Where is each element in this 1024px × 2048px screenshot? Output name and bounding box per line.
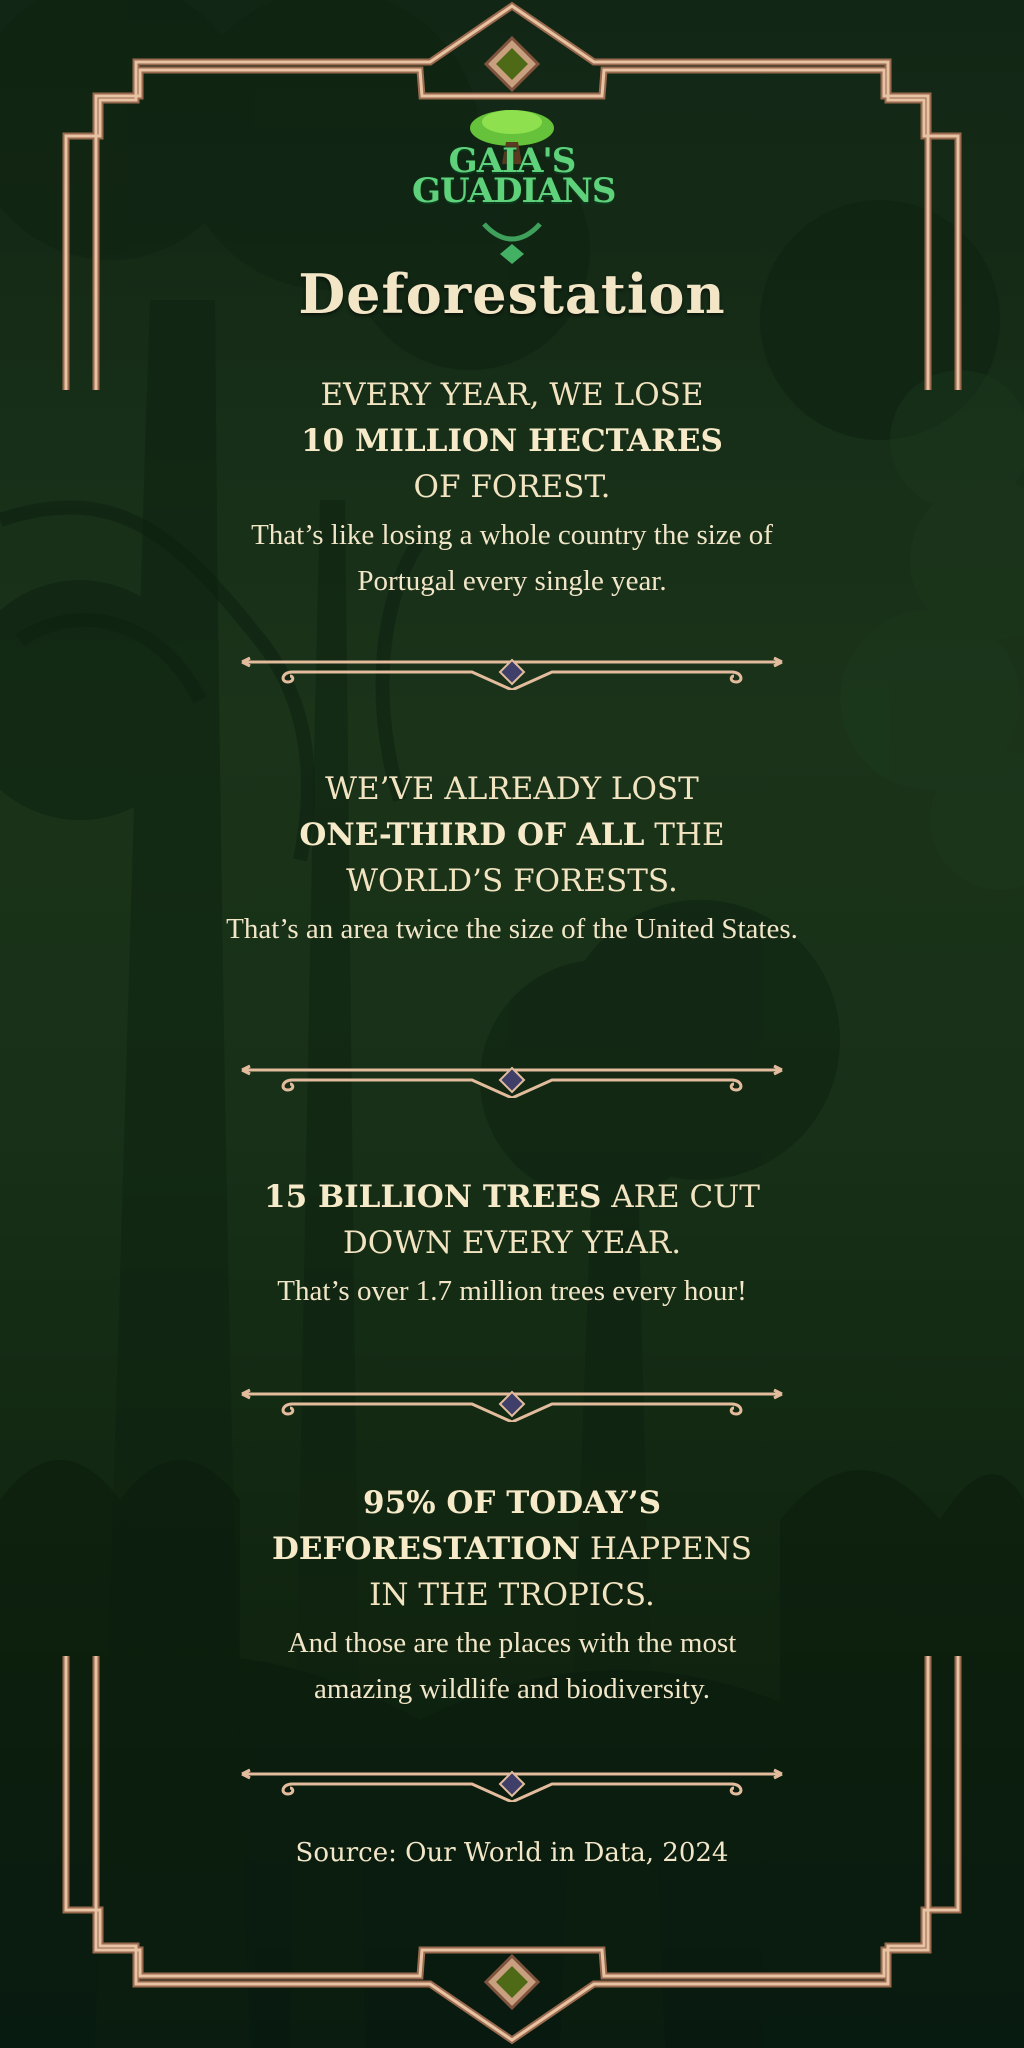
fact-headline-bold: 95% OF TODAY’S DEFORESTATION (272, 1485, 661, 1567)
ornamental-divider (241, 1768, 783, 1802)
fact-block-1: EVERY YEAR, WE LOSE 10 MILLION HECTARES … (212, 372, 812, 604)
tree-icon (470, 110, 554, 264)
fact-headline: 15 BILLION TREES ARE CUT DOWN EVERY YEAR… (212, 1174, 812, 1266)
fact-detail: That’s an area twice the size of the Uni… (226, 913, 798, 945)
fact-headline-bold: 10 MILLION HECTARES (301, 423, 723, 459)
fact-headline-bold: ONE-THIRD OF ALL (299, 817, 645, 853)
fact-detail: And those are the places with the most a… (287, 1627, 737, 1705)
fact-detail: That’s over 1.7 million trees every hour… (277, 1275, 747, 1307)
logo-line-1: GAIA'S (448, 141, 577, 181)
fact-block-4: 95% OF TODAY’S DEFORESTATION HAPPENS IN … (212, 1480, 812, 1712)
source-citation: Source: Our World in Data, 2024 (295, 1838, 729, 1868)
top-jewel-icon (483, 35, 541, 93)
fact-detail: That’s like losing a whole country the s… (251, 519, 773, 597)
ornamental-divider (241, 656, 783, 690)
fact-headline: WE’VE ALREADY LOST ONE-THIRD OF ALL THE … (212, 766, 812, 904)
fact-headline-pre: WE’VE ALREADY LOST (325, 771, 699, 807)
fact-headline: EVERY YEAR, WE LOSE 10 MILLION HECTARES … (212, 372, 812, 510)
ornamental-divider (241, 1388, 783, 1422)
fact-block-2: WE’VE ALREADY LOST ONE-THIRD OF ALL THE … (212, 766, 812, 952)
fact-headline-bold: 15 BILLION TREES (264, 1179, 602, 1215)
fact-headline-post: OF FOREST. (413, 469, 611, 505)
page-title: Deforestation (298, 262, 726, 326)
fact-headline: 95% OF TODAY’S DEFORESTATION HAPPENS IN … (212, 1480, 812, 1618)
brand-logo: GAIA'S GUADIANS (412, 104, 616, 264)
bottom-jewel-icon (483, 1953, 541, 2011)
fact-headline-post: HAPPENS IN THE TROPICS. (369, 1531, 752, 1613)
logo-line-2: GUADIANS (412, 171, 616, 211)
fact-block-3: 15 BILLION TREES ARE CUT DOWN EVERY YEAR… (212, 1174, 812, 1314)
fact-headline-post: ARE CUT DOWN EVERY YEAR. (342, 1179, 760, 1261)
fact-headline-pre: EVERY YEAR, WE LOSE (320, 377, 704, 413)
ornamental-divider (241, 1064, 783, 1098)
fact-headline-post: THE WORLD’S FORESTS. (346, 817, 725, 899)
